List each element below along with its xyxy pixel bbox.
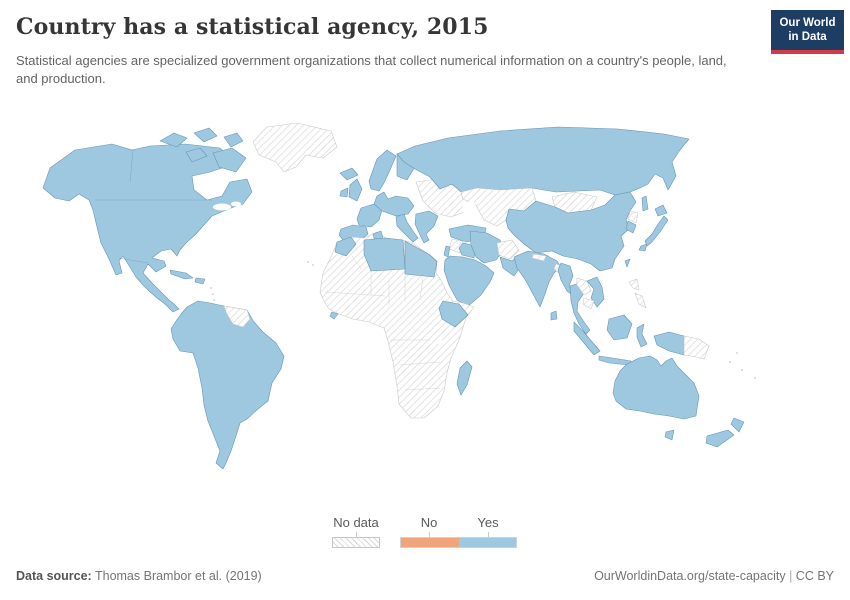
map-legend: No data No Yes [0, 515, 850, 551]
region-iran[interactable] [469, 230, 504, 264]
data-source-value: Thomas Brambor et al. (2019) [91, 569, 262, 583]
region-arabian-peninsula[interactable] [443, 255, 495, 307]
footer-separator: | [785, 569, 796, 583]
region-france[interactable] [356, 203, 383, 228]
arctic-island-baffin[interactable] [212, 147, 247, 173]
owid-logo-line2: in Data [788, 31, 827, 44]
region-russia[interactable] [396, 126, 690, 196]
region-new-zealand-north[interactable] [730, 417, 745, 433]
region-egypt[interactable] [404, 240, 438, 278]
region-philippines[interactable] [628, 278, 647, 309]
japan-kyushu[interactable] [638, 243, 648, 252]
region-italy[interactable] [395, 213, 419, 243]
chart-subtitle: Statistical agencies are specialized gov… [16, 53, 727, 87]
lake-victoria [438, 340, 444, 346]
caspian-sea [462, 201, 479, 227]
region-cuba[interactable] [169, 269, 194, 280]
region-laos[interactable] [576, 277, 592, 296]
antilles-island [213, 299, 215, 301]
footer-right: OurWorldinData.org/state-capacity | CC B… [594, 569, 834, 583]
legend-label-yes: Yes [477, 515, 499, 530]
legend-tick-no [429, 532, 430, 537]
africa-internal-borders [324, 255, 441, 391]
region-guyanas[interactable] [223, 305, 251, 328]
japan-hokkaido[interactable] [654, 204, 668, 217]
indonesia-sulawesi[interactable] [636, 323, 648, 348]
legend-tick-no-data [356, 532, 357, 537]
world-map[interactable] [0, 110, 850, 510]
region-cambodia[interactable] [582, 297, 595, 310]
world-map-svg [42, 122, 756, 470]
antilles-island [212, 293, 214, 295]
arctic-island[interactable] [223, 132, 244, 148]
region-taiwan[interactable] [624, 258, 631, 268]
alaska-canada-border [129, 149, 134, 183]
legend-label-no: No [420, 515, 438, 530]
indonesia-papua[interactable] [653, 331, 685, 356]
region-madagascar[interactable] [456, 360, 473, 396]
data-source-label: Data source: [16, 569, 92, 583]
region-australia[interactable] [612, 355, 700, 420]
region-vietnam[interactable] [586, 276, 605, 308]
owid-logo[interactable]: Our World in Data [771, 10, 844, 54]
region-morocco[interactable] [334, 236, 357, 257]
region-ethiopia[interactable] [438, 300, 469, 328]
page-title: Country has a statistical agency, 2015 [16, 14, 489, 40]
data-source-note: Data source: Thomas Brambor et al. (2019… [16, 569, 262, 583]
legend-tick-yes [488, 532, 489, 537]
region-sri-lanka[interactable] [550, 310, 558, 321]
philippines-luzon[interactable] [628, 278, 640, 291]
legend-swatch-no-data[interactable] [332, 537, 380, 548]
owid-url-link[interactable]: OurWorldinData.org/state-capacity [594, 569, 786, 583]
legend-label-no-data: No data [333, 515, 379, 530]
region-sakhalin[interactable] [641, 195, 649, 212]
region-africa-nodata[interactable] [319, 231, 475, 419]
indonesia-borneo[interactable] [606, 314, 633, 341]
region-afghanistan[interactable] [496, 239, 520, 260]
region-iceland[interactable] [339, 167, 359, 181]
great-lakes [213, 203, 231, 211]
arctic-island[interactable] [185, 147, 208, 163]
region-tasmania[interactable] [664, 429, 675, 441]
philippines-mindanao[interactable] [634, 292, 647, 309]
region-central-europe[interactable] [373, 191, 415, 217]
antilles-island [210, 287, 212, 289]
region-nepal[interactable] [531, 253, 547, 262]
region-south-korea[interactable] [625, 220, 637, 234]
region-hispaniola[interactable] [194, 277, 206, 285]
region-canadian-arctic[interactable] [159, 127, 247, 173]
region-uk[interactable] [348, 178, 363, 202]
region-levant[interactable] [443, 245, 451, 258]
region-scandinavia[interactable] [368, 149, 397, 192]
region-ireland[interactable] [339, 187, 349, 198]
region-new-zealand-south[interactable] [705, 429, 735, 448]
us-mexico-border [118, 257, 149, 264]
region-greenland[interactable] [252, 122, 338, 173]
legend-swatch-yes[interactable] [458, 538, 516, 547]
region-north-korea[interactable] [627, 210, 639, 224]
great-lakes-2 [231, 201, 241, 207]
region-libya[interactable] [363, 237, 406, 272]
legend-swatch-no[interactable] [401, 538, 459, 547]
region-indonesia[interactable] [573, 314, 685, 366]
arctic-island[interactable] [159, 132, 188, 148]
region-india[interactable] [513, 250, 562, 308]
japan-honshu[interactable] [644, 215, 669, 247]
chart-footer: Data source: Thomas Brambor et al. (2019… [16, 569, 834, 583]
pacific-islands [307, 261, 756, 379]
region-north-america[interactable] [42, 143, 253, 313]
owid-logo-line1: Our World [779, 17, 836, 29]
region-liberia[interactable] [329, 311, 339, 320]
region-south-america[interactable] [170, 300, 285, 470]
indonesia-sumatra[interactable] [573, 321, 601, 356]
license-label: CC BY [795, 569, 834, 583]
region-japan[interactable] [638, 204, 669, 252]
indonesia-java[interactable] [598, 355, 632, 366]
arctic-island[interactable] [193, 127, 218, 143]
legend-swatch-bar[interactable] [400, 537, 517, 548]
region-balkans[interactable] [414, 210, 439, 244]
region-papua-new-guinea[interactable] [683, 335, 710, 360]
region-china[interactable] [505, 191, 637, 272]
